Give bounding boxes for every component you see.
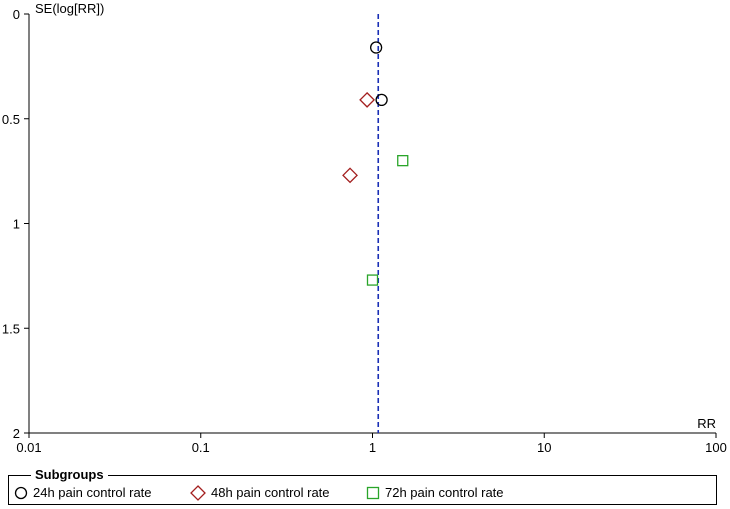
legend-item-24h: 24h pain control rate bbox=[13, 484, 152, 502]
legend-item-72h: 72h pain control rate bbox=[365, 484, 504, 502]
y-tick-label-1: 0.5 bbox=[2, 112, 20, 127]
circle-marker-0-0 bbox=[369, 41, 383, 54]
x-tick-label-2: 1 bbox=[369, 440, 376, 455]
x-axis-label: RR bbox=[697, 416, 716, 431]
square-marker-icon bbox=[366, 486, 380, 500]
data-markers bbox=[342, 41, 409, 286]
axes: 0 0.5 1 1.5 20.01 0.1 1 10 100 bbox=[2, 7, 727, 455]
x-tick-label-3: 10 bbox=[537, 440, 551, 455]
square-marker-2-1 bbox=[366, 274, 379, 286]
x-tick-label-4: 100 bbox=[705, 440, 727, 455]
y-tick-label-0: 0 bbox=[13, 7, 20, 22]
legend-label-72h: 72h pain control rate bbox=[385, 485, 504, 500]
y-tick-label-3: 1.5 bbox=[2, 321, 20, 336]
x-tick-label-1: 0.1 bbox=[192, 440, 210, 455]
square-marker-2-0 bbox=[397, 154, 409, 167]
legend-label-48h: 48h pain control rate bbox=[211, 485, 330, 500]
y-tick-label-4: 2 bbox=[13, 426, 20, 441]
legend-label-24h: 24h pain control rate bbox=[33, 485, 152, 500]
y-tick-label-2: 1 bbox=[13, 217, 20, 232]
diamond-marker-1-0 bbox=[359, 91, 376, 108]
legend-title: Subgroups bbox=[31, 467, 108, 483]
legend: Subgroups 24h pain control rate 48h pain… bbox=[8, 467, 717, 505]
legend-item-48h: 48h pain control rate bbox=[189, 484, 330, 502]
circle-marker-icon bbox=[14, 486, 28, 500]
funnel-plot: 0 0.5 1 1.5 20.01 0.1 1 10 100 SE(log[RR]) RR bbox=[2, 1, 727, 455]
y-axis-label: SE(log[RR]) bbox=[35, 1, 104, 16]
circle-marker-0-1 bbox=[375, 93, 388, 107]
x-tick-label-0: 0.01 bbox=[16, 440, 41, 455]
diamond-marker-1-1 bbox=[342, 167, 358, 184]
diamond-marker-icon bbox=[190, 485, 206, 501]
